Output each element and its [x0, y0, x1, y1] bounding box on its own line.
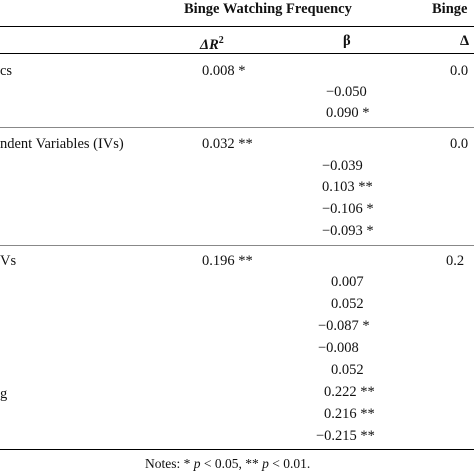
right-partial-ivs: 0.0	[450, 136, 469, 152]
beta-value: −0.008	[318, 340, 359, 356]
beta-value: −0.087 *	[318, 318, 370, 334]
row-label-interaction-partial: g	[0, 386, 8, 402]
delta-r2-ivs: 0.032 **	[202, 136, 253, 152]
table-notes: Notes: * p < 0.05, ** p < 0.01.	[145, 456, 311, 471]
beta-value: −0.215 **	[316, 428, 375, 444]
header-bottom-rule	[0, 53, 474, 54]
right-partial-interactions: 0.2	[446, 253, 465, 269]
delta-r-text: ΔR	[200, 36, 219, 53]
row-label-independent-variables: ndent Variables (IVs)	[0, 136, 124, 152]
column-group-binge-partial: Binge	[432, 1, 468, 17]
column-header-beta: β	[343, 33, 351, 49]
beta-value: −0.039	[322, 158, 363, 174]
section-divider	[0, 127, 474, 128]
row-label-interactions: Vs	[0, 253, 17, 269]
beta-value: 0.052	[331, 362, 364, 378]
beta-value: −0.093 *	[322, 223, 374, 239]
column-header-delta-r2: ΔR2	[200, 32, 224, 54]
table-bottom-rule	[0, 449, 474, 450]
section-divider	[0, 245, 474, 246]
beta-value: 0.216 **	[324, 406, 375, 422]
beta-value: 0.007	[331, 274, 364, 290]
beta-value: 0.103 **	[322, 179, 373, 195]
delta-r2-demographics: 0.008 *	[202, 63, 246, 79]
column-group-binge-watching-frequency: Binge Watching Frequency	[184, 1, 352, 17]
beta-value: −0.106 *	[322, 201, 374, 217]
row-label-demographics: cs	[0, 63, 13, 79]
delta-r2-interactions: 0.196 **	[202, 253, 253, 269]
header-divider	[0, 26, 474, 27]
right-partial-demographics: 0.0	[450, 63, 469, 79]
beta-value: 0.052	[331, 296, 364, 312]
beta-value: 0.222 **	[324, 384, 375, 400]
beta-value: 0.090 *	[326, 105, 370, 121]
column-header-delta-partial: Δ	[460, 33, 470, 49]
beta-value: −0.050	[326, 84, 367, 100]
r2-superscript: 2	[218, 35, 224, 46]
